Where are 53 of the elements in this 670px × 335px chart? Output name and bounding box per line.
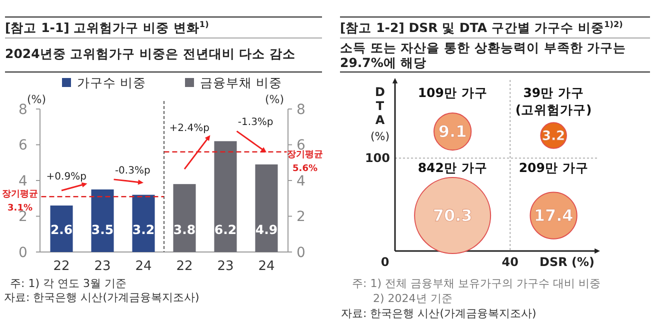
text: 주: 1) 각 연도 3월 기준: [10, 277, 126, 290]
y2-tick-label: 2: [296, 209, 306, 226]
data-label: 9.1: [438, 122, 467, 142]
bar: [214, 141, 237, 252]
annotation: +2.4%p: [169, 123, 210, 134]
category-label: 842만 가구: [418, 160, 488, 176]
text: 소득 또는 자산을 통한 상환능력이 부족한 가구는 29.7%에 해당: [340, 40, 626, 70]
text: DTA (%): [370, 85, 390, 143]
text: 0: [380, 255, 390, 269]
x-tick-label: 22: [53, 259, 70, 274]
data-label: 3.2: [132, 222, 155, 237]
data-label: 17.4: [534, 206, 574, 226]
data-label: 6.2: [214, 222, 237, 237]
annotation: +0.9%p: [46, 171, 86, 182]
data-label: 70.3: [432, 206, 472, 226]
annotation: -0.3%p: [114, 165, 150, 176]
y-tick-label: 8: [18, 102, 28, 118]
y2-tick-label: 0: [296, 244, 306, 261]
y2-tick-label: 8: [296, 102, 306, 118]
text: [참고 1-2] DSR 및 DTA 구간별 가구수 비중$^{1)2)}$: [340, 19, 624, 35]
chart-subtitle: 2024년중 고위험가구 비중은 전년대비 다소 감소: [5, 46, 296, 61]
x-tick-label: 23: [94, 259, 111, 274]
text: 2) 2024년 기준: [373, 292, 452, 305]
text: 주: 1) 전체 금융부채 보유가구의 가구수 대비 비중: [352, 277, 600, 290]
data-label: 4.9: [255, 222, 278, 237]
legend-label: 가구수 비중: [77, 75, 146, 90]
y2-axis-title: (%): [264, 93, 284, 106]
category-label: 209만 가구: [518, 160, 588, 176]
y-axis-title: (%): [26, 93, 46, 106]
data-label: 2.6: [50, 222, 73, 237]
text: 자료: 한국은행 시산(가계금융복지조사): [341, 307, 536, 320]
y-tick-label: 6: [18, 138, 28, 154]
text: 40: [502, 255, 518, 269]
x-tick-label: 22: [176, 259, 193, 274]
data-label: 3.2: [542, 129, 566, 144]
x-tick-label: 24: [135, 259, 152, 274]
bar: [173, 184, 196, 252]
text: 자료: 한국은행 시산(가계금융복지조사): [4, 291, 200, 304]
y-tick-label: 4: [18, 173, 28, 190]
legend-label: 금융부채 비중: [200, 75, 282, 90]
text: 100: [364, 151, 390, 166]
category-label: 39만 가구 (고위험가구): [515, 85, 592, 117]
x-tick-label: 24: [258, 259, 275, 274]
chart-title: [참고 1-1] 고위험가구 비중 변화$^{1)}$: [5, 19, 210, 35]
data-label: 3.8: [173, 222, 196, 237]
category-label: 109만 가구: [418, 85, 488, 100]
bar: [255, 164, 278, 252]
y-tick-label: 0: [18, 244, 28, 261]
x-tick-label: 23: [217, 259, 234, 274]
y2-tick-label: 4: [296, 173, 306, 190]
data-label: 3.5: [91, 222, 114, 237]
text: DSR (%): [539, 255, 595, 269]
annotation: -1.3%p: [238, 117, 274, 128]
